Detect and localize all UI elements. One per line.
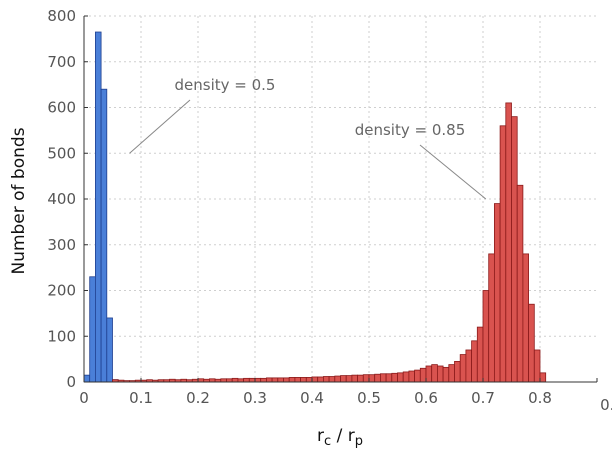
- bar-s0-2: [95, 31, 102, 383]
- x-axis-title-sub2: p: [355, 434, 363, 449]
- tick-labels: 0 0.1 0.2 0.3 0.4 0.5 0.6 0.7 0.8 0.9 0 100 200 300 40…: [47, 7, 612, 414]
- x-tick-label-9: 0.9: [600, 396, 612, 414]
- bar-s1-24: [248, 377, 256, 383]
- annotation-label-0: density = 0.5: [175, 76, 276, 94]
- annotation-leader-1: [419, 144, 487, 200]
- annotation-leader-0: [129, 99, 191, 154]
- bar-s1-32: [294, 377, 301, 383]
- y-tick-label-4: 400: [47, 190, 76, 208]
- bar-s1-73: [528, 303, 535, 383]
- bar-s1-41: [345, 375, 353, 383]
- y-tick-label-3: 300: [47, 236, 76, 254]
- x-tick-label-1: 0.1: [129, 389, 153, 407]
- bar-s1-48: [385, 373, 393, 383]
- axes: [83, 15, 598, 383]
- x-tick-label-2: 0.2: [186, 389, 210, 407]
- histogram-bars: [83, 31, 547, 383]
- y-tick-label-0: 0: [66, 373, 76, 391]
- bar-s1-27: [265, 377, 273, 383]
- bar-s1-43: [357, 374, 364, 383]
- bar-s1-29: [277, 377, 284, 383]
- bar-s1-33: [300, 377, 307, 383]
- bar-s1-62: [465, 349, 472, 383]
- bar-s1-57: [436, 365, 444, 383]
- bar-s1-71: [516, 184, 524, 383]
- bar-s1-50: [397, 372, 404, 383]
- bar-s1-45: [368, 374, 376, 383]
- bar-s1-59: [448, 364, 455, 383]
- bar-s1-68: [499, 125, 507, 383]
- bar-s1-23: [243, 377, 250, 383]
- x-tick-label-0: 0: [79, 389, 89, 407]
- bar-s1-38: [328, 376, 336, 383]
- bar-s1-51: [402, 371, 410, 383]
- bar-s1-75: [539, 372, 547, 383]
- bar-s1-65: [482, 290, 490, 383]
- bar-s1-39: [334, 375, 341, 383]
- bar-s1-53: [414, 369, 421, 383]
- bar-s1-40: [340, 375, 347, 383]
- annotations: density = 0.5 density = 0.85: [129, 76, 487, 200]
- x-axis-title-main: r: [317, 426, 324, 446]
- bar-s0-4: [106, 317, 113, 383]
- bar-s0-0: [83, 374, 91, 383]
- x-axis-title: rc / rp: [317, 426, 363, 449]
- bar-s0-3: [100, 88, 108, 383]
- bar-s1-21: [231, 377, 239, 383]
- bar-s1-47: [379, 373, 387, 383]
- bar-s1-67: [493, 203, 501, 383]
- bar-s1-52: [408, 370, 415, 383]
- bar-s1-37: [322, 376, 330, 383]
- bar-s1-60: [454, 361, 461, 383]
- y-tick-label-8: 800: [47, 7, 76, 25]
- bar-s1-74: [533, 349, 541, 383]
- x-axis-title-sep: / r: [331, 426, 355, 446]
- y-tick-label-7: 700: [47, 53, 76, 71]
- bar-s1-46: [374, 373, 381, 383]
- bar-s0-1: [89, 276, 96, 383]
- bar-s1-64: [476, 326, 484, 383]
- bar-s1-30: [283, 377, 290, 383]
- bar-s1-28: [271, 377, 279, 383]
- x-tick-label-6: 0.6: [414, 389, 438, 407]
- y-tick-label-2: 200: [47, 282, 76, 300]
- x-tick-label-5: 0.5: [357, 389, 381, 407]
- x-tick-label-8: 0.8: [528, 389, 552, 407]
- y-tick-label-6: 600: [47, 99, 76, 117]
- bar-s1-49: [391, 372, 398, 383]
- bar-s1-58: [442, 366, 450, 383]
- x-tick-label-7: 0.7: [471, 389, 495, 407]
- bar-s1-35: [311, 376, 319, 383]
- bar-s1-61: [459, 354, 467, 383]
- bar-s1-54: [419, 367, 427, 383]
- bar-s1-63: [471, 340, 478, 383]
- bar-s1-72: [522, 253, 530, 383]
- x-tick-label-4: 0.4: [300, 389, 324, 407]
- bar-s1-44: [362, 374, 370, 383]
- x-tick-label-3: 0.3: [243, 389, 267, 407]
- bar-s1-70: [511, 116, 518, 383]
- y-tick-label-5: 500: [47, 144, 76, 162]
- bar-s1-55: [425, 365, 433, 383]
- annotation-label-1: density = 0.85: [355, 121, 466, 139]
- y-axis-title: Number of bonds: [9, 127, 29, 274]
- bar-s1-36: [317, 376, 324, 383]
- bar-s1-42: [351, 374, 358, 383]
- bar-s1-56: [431, 364, 438, 383]
- y-tick-label-1: 100: [47, 327, 76, 345]
- bar-s1-66: [488, 253, 495, 383]
- bar-s1-69: [505, 102, 512, 383]
- bar-s1-34: [305, 377, 313, 383]
- bar-s1-25: [254, 377, 262, 383]
- bar-s1-31: [288, 377, 296, 383]
- x-axis-title-sub1: c: [324, 434, 331, 449]
- bar-s1-26: [260, 377, 267, 383]
